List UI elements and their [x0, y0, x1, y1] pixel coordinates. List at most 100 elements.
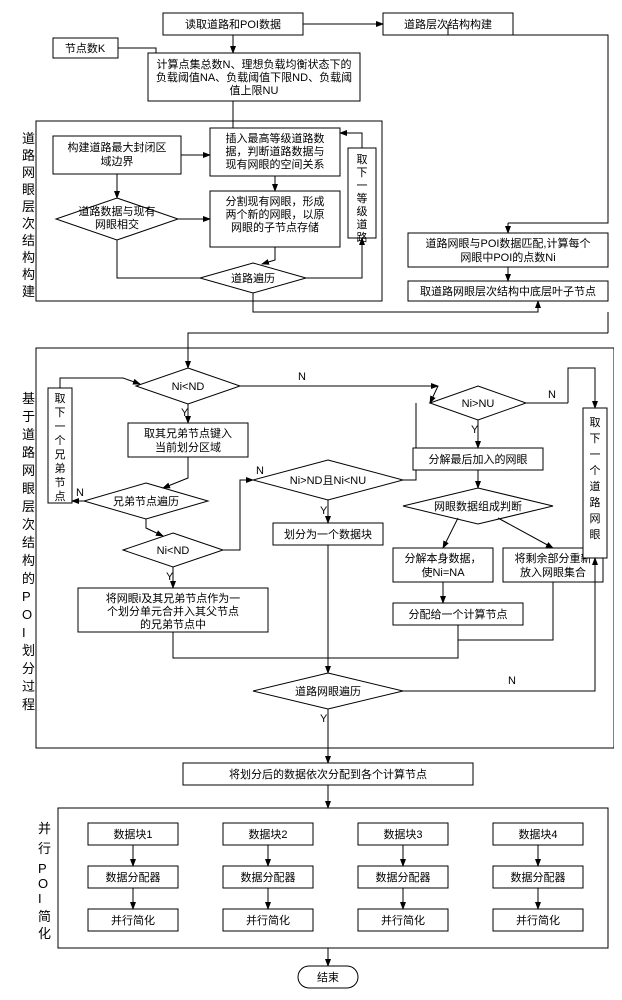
n15-l3: 的兄弟节点中 — [140, 617, 206, 631]
s2-c18: 程 — [22, 697, 35, 712]
s2-c4: 路 — [22, 445, 35, 460]
s1-c4: 眼 — [22, 182, 35, 197]
parallel-col-1: 数据块1 数据分配器 并行简化 — [88, 823, 178, 931]
n13-c5: 兄 — [55, 449, 66, 461]
n22-c8: 眼 — [590, 528, 601, 541]
d2-n: N — [76, 487, 84, 499]
d6-n: N — [508, 675, 516, 687]
edge — [146, 519, 163, 536]
n11-l1: 道路网眼与POI数据匹配,计算每个 — [425, 236, 590, 250]
s2-c1: 基 — [22, 391, 35, 406]
d3-label: Ni<ND — [157, 545, 190, 557]
n9-c2: 下 — [357, 167, 368, 179]
n23-label: 将划分后的数据依次分配到各个计算节点 — [229, 767, 427, 781]
n21-label: 分配给一个计算节点 — [409, 607, 508, 621]
d4-y: Y — [320, 505, 328, 517]
n17-label: 分解最后加入的网眼 — [429, 452, 528, 466]
n19-l1: 分解本身数据， — [405, 551, 482, 565]
block4-label: 数据块4 — [518, 827, 557, 841]
edge — [568, 368, 595, 408]
n15-l2: 个划分单元合并入其父节点 — [107, 604, 239, 618]
n13-c8: 点 — [55, 490, 66, 503]
s2-c13: O — [22, 607, 32, 622]
block3-label: 数据块3 — [383, 827, 422, 841]
n3-label: 节点数K — [65, 42, 106, 55]
n6-l3: 现有网眼的空间关系 — [226, 157, 325, 171]
s3-c2: 行 — [38, 841, 51, 856]
n13-c2: 下 — [55, 407, 66, 419]
n12-label: 取道路网眼层次结构中底层叶子节点 — [420, 284, 596, 298]
n13-c3: 一 — [55, 421, 66, 433]
s1-c5: 层 — [22, 199, 35, 214]
dist4-label: 数据分配器 — [511, 870, 566, 884]
s2-c8: 次 — [22, 517, 35, 532]
n22-c7: 网 — [590, 513, 601, 525]
s2-c16: 分 — [22, 661, 35, 676]
s2-c9: 结 — [22, 535, 35, 550]
n18-label: 网眼数据组成判断 — [434, 499, 522, 513]
n7-l1: 道路数据与现有 — [79, 204, 156, 218]
n22-c1: 取 — [590, 416, 601, 429]
simp4-label: 并行简化 — [516, 913, 560, 927]
edge — [262, 247, 275, 264]
n22-c4: 个 — [590, 464, 601, 477]
s2-c10: 构 — [22, 553, 35, 568]
edge — [117, 240, 200, 278]
s1-c10: 建 — [22, 284, 35, 299]
s1-label-c1: 道 — [22, 131, 35, 146]
d1-label: Ni<ND — [172, 381, 205, 393]
edge — [188, 333, 608, 368]
s1-c8: 构 — [22, 250, 35, 265]
simp3-label: 并行简化 — [381, 913, 425, 927]
n5-l1: 构建道路最大封闭区 — [68, 140, 167, 154]
s2-c14: I — [22, 625, 26, 640]
dist2-label: 数据分配器 — [241, 870, 296, 884]
n14-l1: 取其兄弟节点键入 — [144, 426, 232, 440]
edge — [173, 632, 328, 673]
s3-c3: P — [38, 861, 47, 876]
n19-l2: 使Ni=NA — [421, 566, 465, 579]
n4-l3: 值上限NU — [230, 84, 279, 97]
s1-c2: 路 — [22, 148, 35, 163]
block1-label: 数据块1 — [113, 827, 152, 841]
n22-c3: 一 — [590, 449, 601, 461]
end-label: 结束 — [317, 971, 339, 984]
edge — [443, 518, 458, 548]
n22-c5: 道 — [590, 479, 601, 493]
n13-c7: 节 — [55, 476, 66, 489]
s1-c3: 网 — [22, 165, 35, 180]
n8-l2: 两个新的网眼，以原 — [226, 207, 325, 221]
n5-l2: 域边界 — [101, 155, 134, 168]
n9-c6: 道 — [357, 217, 368, 231]
s3-c4: O — [38, 876, 48, 891]
n11-l2: 网眼中POI的点数Ni — [460, 250, 555, 264]
s2-c2: 于 — [22, 409, 35, 424]
s1-c7: 结 — [22, 233, 35, 248]
n4-l1: 计算点集总数N、理想负载均衡状态下的 — [157, 57, 352, 71]
parallel-col-2: 数据块2 数据分配器 并行简化 — [223, 823, 313, 931]
d5-label: Ni>NU — [462, 398, 495, 410]
parallel-col-3: 数据块3 数据分配器 并行简化 — [358, 823, 448, 931]
s2-c12: P — [22, 589, 31, 604]
edge — [163, 457, 188, 488]
dist1-label: 数据分配器 — [106, 870, 161, 884]
s2-c15: 划 — [22, 643, 35, 658]
d6-y: Y — [320, 713, 328, 725]
n8-l3: 网眼的子节点存储 — [231, 220, 319, 234]
n1-label: 读取道路和POI数据 — [185, 17, 281, 31]
d4-label: Ni>ND且Ni<NU — [290, 475, 366, 487]
d2-label: 兄弟节点遍历 — [113, 495, 179, 508]
n9-c3: 一 — [357, 180, 368, 192]
n6-l2: 据，判断道路数据与 — [226, 144, 325, 158]
s3-c1: 并 — [38, 821, 51, 836]
s2-c3: 道 — [22, 427, 35, 442]
d4-n: N — [256, 465, 264, 477]
n8-l1: 分割现有网眼，形成 — [226, 194, 325, 208]
d1-n: N — [298, 371, 306, 383]
s2-c6: 眼 — [22, 481, 35, 496]
dist3-label: 数据分配器 — [376, 870, 431, 884]
flowchart-canvas: 读取道路和POI数据 道路层次结构构建 节点数K 计算点集总数N、理想负载均衡状… — [8, 8, 614, 992]
n7-l2: 网眼相交 — [95, 217, 139, 231]
n13-c1: 取 — [55, 392, 66, 405]
n9-c5: 级 — [357, 205, 368, 218]
